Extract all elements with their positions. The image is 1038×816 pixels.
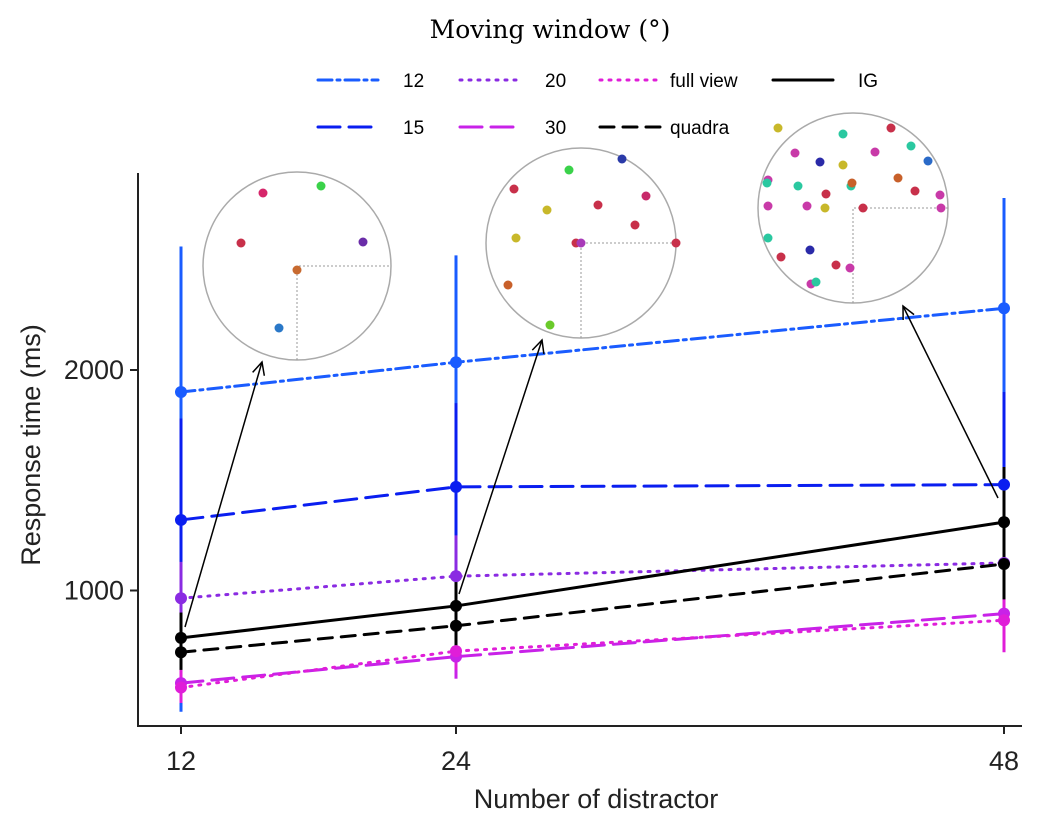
stimulus-dot (802, 201, 812, 211)
stimulus-dot (910, 186, 920, 196)
data-point (450, 619, 462, 632)
stimulus-dot (805, 245, 815, 255)
y-tick-label: 2000 (64, 355, 124, 385)
data-point (175, 631, 187, 644)
stimulus-dot (815, 157, 825, 167)
series-line (179, 618, 1006, 690)
stimulus-dot (542, 205, 552, 215)
data-point (450, 356, 462, 369)
legend: 12 20 full view IG 15 30 quadra (316, 71, 878, 139)
stimulus-dot (509, 184, 519, 194)
data-point (998, 478, 1010, 491)
stimulus-dot (811, 277, 821, 287)
stimulus-dot (545, 320, 555, 330)
data-point (998, 558, 1010, 571)
legend-label: 20 (545, 71, 566, 92)
data-point (175, 681, 187, 694)
stimulus-dot (845, 263, 855, 273)
x-tick-label: 48 (989, 746, 1019, 776)
y-tick-label: 1000 (64, 576, 124, 606)
stimulus-dot (763, 233, 773, 243)
data-point (450, 645, 462, 658)
arrow-head (531, 338, 545, 354)
stimulus-dot (838, 129, 848, 139)
stimulus-dot (236, 238, 246, 248)
stimulus-dot (906, 141, 916, 151)
stimulus-dot (820, 203, 830, 213)
stimulus-dot (776, 252, 786, 262)
y-axis-label: Response time (ms) (16, 324, 46, 566)
stimulus-dot (935, 190, 945, 200)
data-point (450, 599, 462, 612)
annotation-arrow (458, 339, 543, 595)
data-point (175, 646, 187, 659)
stimulus-dot (292, 265, 302, 275)
annotation-arrow (184, 361, 263, 628)
stimulus-dot (831, 260, 841, 270)
data-point (175, 592, 187, 605)
stimulus-dot (564, 165, 574, 175)
arrow-head (902, 304, 915, 321)
stimulus-insets (184, 112, 999, 628)
data-point (450, 570, 462, 583)
stimulus-dot (870, 147, 880, 157)
legend-label: IG (858, 71, 878, 92)
data-point (998, 516, 1010, 529)
stimulus-dot (503, 280, 513, 290)
stimulus-dot (773, 123, 783, 133)
arrow-head (252, 360, 266, 376)
stimulus-dot (790, 148, 800, 158)
stimulus-inset (202, 171, 392, 361)
legend-label: full view (670, 71, 738, 92)
stimulus-dot (858, 203, 868, 213)
series-line (179, 562, 1006, 654)
data-point (175, 386, 187, 399)
x-axis-label: Number of distractor (474, 784, 719, 814)
annotation-arrow (902, 305, 999, 499)
stimulus-dot (358, 237, 368, 247)
x-tick-label: 24 (441, 746, 471, 776)
stimulus-dot (274, 323, 284, 333)
stimulus-dot (821, 189, 831, 199)
stimulus-dot (886, 123, 896, 133)
data-point (175, 513, 187, 526)
stimulus-dot (793, 181, 803, 191)
data-point (998, 302, 1010, 315)
stimulus-dot (258, 188, 268, 198)
stimulus-dot (923, 156, 933, 166)
stimulus-dot (576, 238, 586, 248)
stimulus-dot (763, 201, 773, 211)
stimulus-dot (316, 181, 326, 191)
data-point (998, 614, 1010, 627)
stimulus-dot (762, 178, 772, 188)
stimulus-dot (671, 238, 681, 248)
series-line (179, 561, 1006, 600)
stimulus-dot (617, 154, 627, 164)
stimulus-inset (757, 112, 949, 304)
stimulus-dot (936, 203, 946, 213)
stimulus-dot (847, 178, 857, 188)
stimulus-dot (641, 191, 651, 201)
chart-title: Moving window (°) (430, 15, 671, 44)
legend-label: quadra (670, 118, 730, 139)
stimulus-dot (893, 173, 903, 183)
legend-label: 15 (403, 118, 424, 139)
series-line (179, 520, 1006, 640)
data-point (450, 480, 462, 493)
stimulus-dot (630, 220, 640, 230)
stimulus-inset (485, 147, 681, 339)
legend-label: 12 (403, 71, 424, 92)
stimulus-dot (838, 160, 848, 170)
series-line (179, 483, 1006, 522)
plot-area: 1000 2000 12 24 48 (64, 173, 1022, 776)
x-tick-label: 12 (166, 746, 196, 776)
stimulus-dot (593, 200, 603, 210)
legend-label: 30 (545, 118, 566, 139)
stimulus-dot (511, 233, 521, 243)
